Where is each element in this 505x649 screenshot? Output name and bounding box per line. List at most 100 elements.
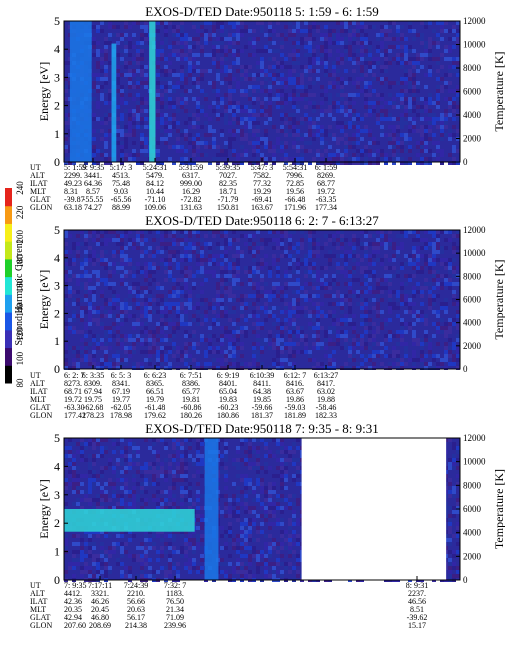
heatmap-cell [212,346,216,350]
heatmap-cell [180,230,184,234]
heatmap-cell [144,478,148,482]
heatmap-cell [328,113,332,117]
heatmap-cell [292,41,296,45]
heatmap-cell [440,149,444,153]
heatmap-cell [144,33,148,37]
heatmap-cell [364,73,368,77]
heatmap-cell [424,318,428,322]
heatmap-cell [396,33,400,37]
heatmap-cell [292,49,296,53]
heatmap-cell [268,117,272,121]
heatmap-cell [388,334,392,338]
heatmap-cell [352,153,356,157]
heatmap-cell [268,342,272,346]
heatmap-cell [256,242,260,246]
heatmap-cell [272,294,276,298]
heatmap-cell [436,234,440,238]
heatmap-cell [88,438,92,442]
heatmap-cell [268,486,272,490]
heatmap-cell [296,45,300,49]
heatmap-cell [344,25,348,29]
heatmap-cell [72,274,76,278]
heatmap-cell [148,446,152,450]
heatmap-cell [96,278,100,282]
heatmap-cell [172,354,176,358]
heatmap-cell [252,145,256,149]
heatmap-cell [296,77,300,81]
heatmap-cell [212,322,216,326]
orbit-cell: 63.02 [317,387,335,396]
heatmap-cell [136,113,140,117]
heatmap-cell [280,298,284,302]
heatmap-cell [140,137,144,141]
heatmap-cell [128,37,132,41]
heatmap-cell [420,41,424,45]
heatmap-cell [336,334,340,338]
heatmap-cell [360,322,364,326]
heatmap-cell [144,278,148,282]
heatmap-cell [208,21,212,25]
heatmap-cell [92,41,96,45]
heatmap-cell [416,238,420,242]
heatmap-cell [432,270,436,274]
heatmap-cell [180,458,184,462]
heatmap-cell [224,250,228,254]
heatmap-cell [276,326,280,330]
heatmap-cell [292,145,296,149]
heatmap-cell [196,294,200,298]
heatmap-cell [216,322,220,326]
heatmap-cell [252,113,256,117]
heatmap-cell [220,41,224,45]
heatmap-cell [100,21,104,25]
heatmap-cell [396,157,400,161]
heatmap-cell [416,57,420,61]
heatmap-cell [380,322,384,326]
heatmap-cell [176,85,180,89]
heatmap-cell [180,494,184,498]
heatmap-cell [428,230,432,234]
heatmap-cell [292,326,296,330]
heatmap-cell [232,286,236,290]
heatmap-cell [328,310,332,314]
heatmap-cell [92,294,96,298]
heatmap-cell [188,322,192,326]
heatmap-cell [192,462,196,466]
heatmap-cell [312,358,316,362]
heatmap-cell [276,97,280,101]
heatmap-cell [352,93,356,97]
heatmap-cell [212,262,216,266]
heatmap-cell [256,97,260,101]
heatmap-cell [292,254,296,258]
heatmap-cell [296,250,300,254]
heatmap-cell [292,458,296,462]
heatmap-cell [152,254,156,258]
heatmap-cell [404,81,408,85]
orbit-row-label: ILAT [30,387,47,396]
heatmap-cell [296,330,300,334]
heatmap-cell [372,262,376,266]
heatmap-cell [248,125,252,129]
heatmap-cell [260,486,264,490]
heatmap-cell [208,69,212,73]
heatmap-cell [368,318,372,322]
heatmap-cell [224,474,228,478]
heatmap-cell [288,117,292,121]
heatmap-cell [208,117,212,121]
heatmap-cell [256,338,260,342]
heatmap-cell [72,242,76,246]
heatmap-cell [368,298,372,302]
heatmap-cell [132,498,136,502]
heatmap-cell [224,358,228,362]
heatmap-cell [92,161,96,165]
heatmap-cell [300,117,304,121]
heatmap-cell [208,258,212,262]
heatmap-cell [64,242,68,246]
orbit-cell: -60.86 [181,403,202,412]
heatmap-cell [272,282,276,286]
heatmap-cell [208,145,212,149]
heatmap-cell [336,161,340,165]
heatmap-cell [368,65,372,69]
heatmap-cell [388,157,392,161]
heatmap-cell [248,234,252,238]
heatmap-cell [456,234,460,238]
